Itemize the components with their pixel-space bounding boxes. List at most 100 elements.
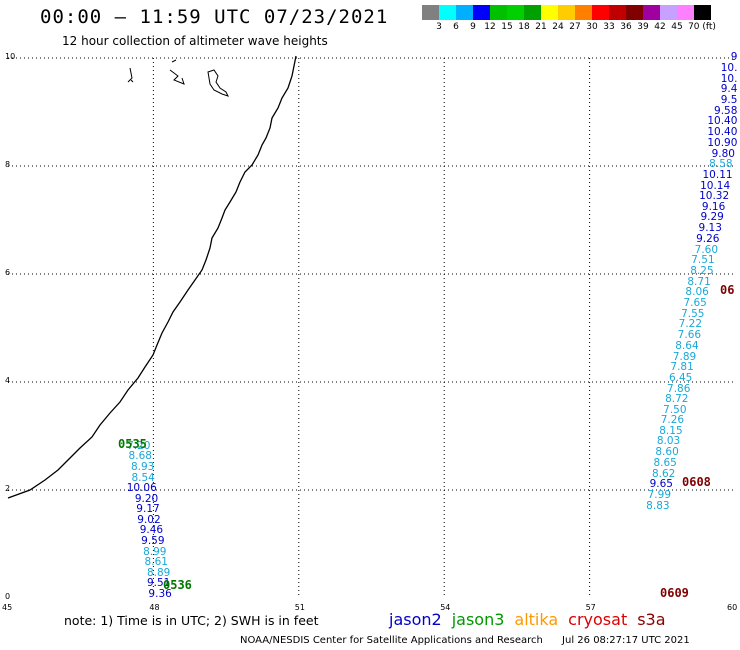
swh-value: 9.29 <box>700 211 724 224</box>
map-subtitle: 12 hour collection of altimeter wave hei… <box>62 34 328 48</box>
swh-value: 8.65 <box>653 457 677 470</box>
swh-value: 9.65 <box>649 478 673 491</box>
color-swatch <box>626 5 643 20</box>
swh-value: 7.50 <box>663 403 687 416</box>
color-swatch <box>575 5 592 20</box>
swh-value: 9.17 <box>136 502 160 515</box>
color-swatch <box>507 5 524 20</box>
legend-s3a: s3a <box>637 610 666 629</box>
legend-jason3: jason3 <box>451 610 505 629</box>
color-scale-label: 27 <box>569 22 581 32</box>
color-scale-label: 12 <box>484 22 496 32</box>
latitude-tick-label: 8 <box>5 160 11 169</box>
pass-end-time: 0536 <box>163 578 192 592</box>
footer-credit: NOAA/NESDIS Center for Satellite Applica… <box>240 635 690 646</box>
color-scale-label: 30 <box>586 22 598 32</box>
swh-value: 10.14 <box>700 179 731 192</box>
swh-value: 9.80 <box>711 147 735 160</box>
swh-value: 7.26 <box>660 414 685 427</box>
swh-value: 7.86 <box>667 382 691 395</box>
pass-start-time: 0609 <box>660 586 689 600</box>
color-scale-label: 36 <box>620 22 632 32</box>
coastline <box>7 55 297 499</box>
color-scale-label: 3 <box>436 22 442 32</box>
swh-value: 9.58 <box>714 105 738 117</box>
color-scale-label: 9 <box>470 22 476 32</box>
latitude-tick-label: 6 <box>5 268 11 277</box>
swh-value: 8.60 <box>655 446 679 459</box>
swh-value: 8.99 <box>143 545 167 558</box>
color-swatch <box>490 5 507 20</box>
map-title: 00:00 – 11:59 UTC 07/23/2021 <box>40 6 389 28</box>
color-swatch <box>660 5 677 20</box>
swh-value: 9.5 <box>720 94 738 107</box>
legend-cryosat: cryosat <box>568 610 628 629</box>
longitude-tick-label: 48 <box>149 603 160 612</box>
swh-value: 7.20 <box>127 439 151 452</box>
swh-value: 6.45 <box>668 371 693 384</box>
swh-value: 8.03 <box>656 435 681 448</box>
color-scale-label: 6 <box>453 22 459 32</box>
swh-value: 8.93 <box>130 460 155 473</box>
island-1 <box>127 67 134 83</box>
swh-value: 9.26 <box>696 232 720 245</box>
swh-value: 10.32 <box>699 190 730 203</box>
color-swatch <box>541 5 558 20</box>
swh-value: 8.58 <box>709 157 733 170</box>
color-scale-label: 15 <box>501 22 513 32</box>
swh-value: 10.11 <box>702 168 733 181</box>
pass-start-time: 0535 <box>118 437 147 451</box>
satellite-legend: jason2 jason3 altika cryosat s3a <box>389 610 676 629</box>
longitude-tick-label: 51 <box>294 603 305 612</box>
swh-value: 8.15 <box>659 425 683 438</box>
color-scale-labels: 3 6 9 12 15 18 21 24 27 30 33 36 39 42 45 70 (ft) <box>422 20 716 34</box>
color-swatch <box>609 5 626 20</box>
latitude-tick-label: 4 <box>5 376 11 385</box>
latitude-tick-label: 10 <box>5 52 16 61</box>
color-scale-bar: 3 6 9 12 15 18 21 24 27 30 33 36 39 42 45 70 (ft) <box>422 5 716 34</box>
swh-value: 7.99 <box>647 488 672 501</box>
swh-value: 8.61 <box>144 555 168 568</box>
swh-value: 7.89 <box>672 350 697 363</box>
swh-value: 8.71 <box>687 275 711 288</box>
color-swatch <box>677 5 694 20</box>
lat-lon-grid <box>8 57 735 598</box>
swh-value: 8.06 <box>685 286 709 299</box>
swh-value: 7.55 <box>681 307 705 320</box>
swh-value: 9.16 <box>701 201 726 214</box>
swh-value: 8.64 <box>675 339 699 352</box>
swh-value: 7.65 <box>683 297 707 310</box>
legend-jason2: jason2 <box>389 610 442 629</box>
swh-value: 10.90 <box>707 136 738 149</box>
swh-value: 9.36 <box>148 587 172 600</box>
swh-value: 8.25 <box>690 264 714 277</box>
swh-value: 10.40 <box>707 126 738 139</box>
swh-value: 7.60 <box>694 243 719 256</box>
longitude-tick-label: 45 <box>2 603 13 612</box>
color-swatch <box>422 5 439 20</box>
color-swatch <box>643 5 660 20</box>
swh-value: 9.13 <box>698 222 722 235</box>
swh-value: 10. <box>720 72 738 85</box>
swh-value: 8.72 <box>665 392 689 405</box>
latitude-tick-label: 2 <box>5 484 11 493</box>
color-swatches <box>422 5 711 20</box>
color-swatch <box>558 5 575 20</box>
swh-value: 8.68 <box>128 450 152 463</box>
swh-value: 9.51 <box>146 576 171 589</box>
color-scale-label: 33 <box>603 22 615 32</box>
color-scale-label: 18 <box>518 22 530 32</box>
footer-note: note: 1) Time is in UTC; 2) SWH is in fe… <box>64 613 319 628</box>
color-swatch <box>456 5 473 20</box>
swh-value: 9.20 <box>134 492 159 505</box>
color-swatch <box>473 5 490 20</box>
longitude-tick-label: 57 <box>585 603 596 612</box>
swh-value: 10.40 <box>707 115 738 128</box>
swh-value: 9.59 <box>141 534 165 547</box>
color-scale-label: 21 <box>535 22 547 32</box>
latitude-tick-label: 0 <box>5 592 11 601</box>
swh-value: 9.4 <box>720 83 738 96</box>
swh-value: 9.02 <box>137 513 161 526</box>
swh-value: 9 <box>730 51 738 63</box>
